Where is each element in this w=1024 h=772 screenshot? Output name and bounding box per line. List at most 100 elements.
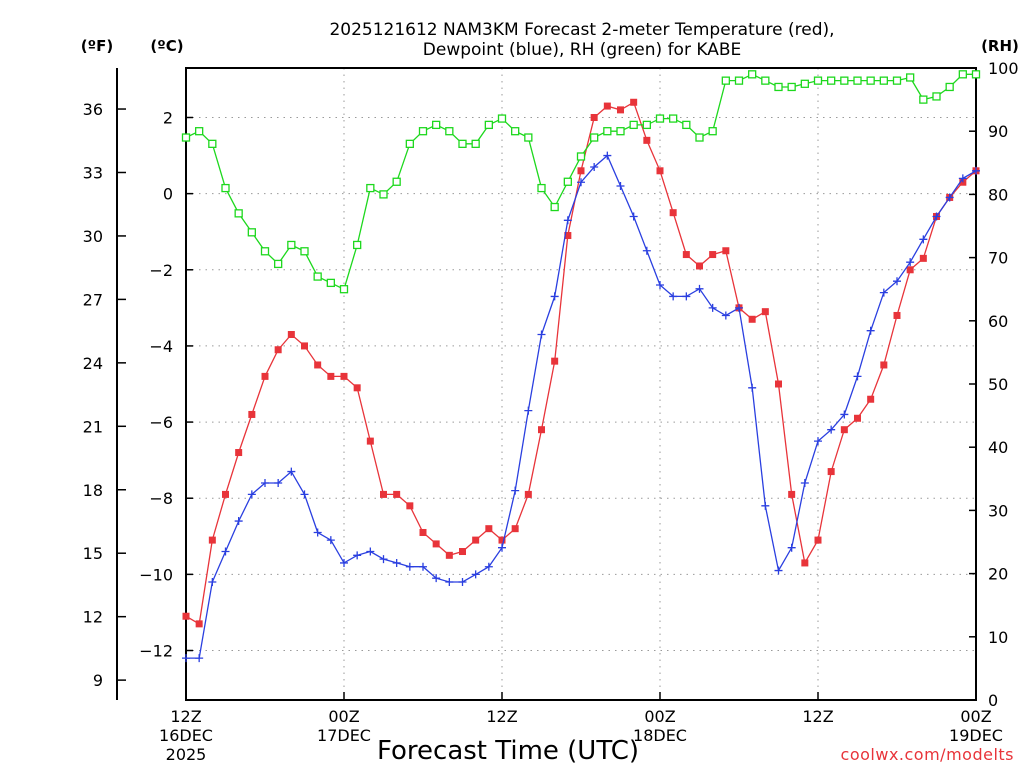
rh-tick-label: 70	[988, 249, 1008, 268]
chart-title-line-2: Dewpoint (blue), RH (green) for KABE	[423, 40, 741, 60]
rh-point	[392, 177, 401, 186]
fahrenheit-tick-label: 36	[83, 100, 103, 119]
rh-tick-label: 20	[988, 565, 1008, 584]
rh-point	[208, 139, 217, 148]
time-tick-label: 00Z	[328, 707, 359, 726]
rh-point	[181, 133, 191, 142]
rh-series	[181, 70, 981, 294]
rh-point	[445, 127, 454, 136]
rh-tick-label: 100	[988, 59, 1019, 78]
temperature-point	[472, 536, 480, 544]
rh-point	[958, 70, 967, 79]
celsius-tick-label: −6	[149, 413, 173, 432]
temperature-point	[893, 311, 901, 319]
fahrenheit-tick-label: 33	[83, 163, 103, 182]
temperature-point	[248, 410, 256, 418]
temperature-point	[301, 342, 308, 350]
rh-point	[221, 183, 230, 193]
temperature-point	[722, 247, 730, 255]
rh-point	[195, 127, 204, 136]
dewpoint-point	[340, 558, 348, 567]
fahrenheit-tick-label: 27	[83, 290, 103, 309]
temperature-point	[669, 209, 677, 217]
temperature-point	[287, 331, 295, 339]
tick-labels: −12 −10 −8 −6 −4 −2 0 2 9 12 15 18 21 24 27 30 33 36 0 10 20…	[83, 59, 1019, 764]
temperature-point	[195, 620, 203, 628]
temperature-point	[564, 232, 572, 240]
temperature-point	[801, 559, 809, 567]
temperature-point	[432, 540, 440, 548]
dewpoint-point	[392, 558, 401, 567]
plot-frame	[185, 67, 977, 701]
temperature-point	[182, 612, 190, 620]
temperature-point	[366, 437, 374, 445]
rh-point	[761, 76, 770, 85]
rh-tick-label: 50	[988, 375, 1008, 394]
celsius-tick-label: −4	[149, 337, 173, 356]
rh-point	[695, 133, 704, 142]
dewpoint-point	[945, 193, 954, 202]
temperature-point	[840, 426, 848, 434]
rh-tick-label: 60	[988, 312, 1008, 331]
dewpoint-point	[787, 543, 796, 552]
dewpoint-point	[261, 478, 269, 487]
rh-point	[866, 76, 875, 85]
rh-point	[405, 139, 414, 148]
rh-point	[524, 133, 533, 142]
axes	[116, 67, 977, 701]
dewpoint-point	[208, 577, 217, 586]
dewpoint-point	[735, 303, 743, 312]
dewpoint-point	[405, 562, 414, 571]
rh-point	[458, 139, 467, 148]
rh-unit-label: (RH)	[981, 37, 1019, 55]
rh-point	[642, 120, 651, 130]
temperature-point	[709, 251, 717, 259]
temperature-point	[551, 357, 559, 365]
dewpoint-point	[958, 174, 967, 183]
rh-point	[590, 133, 599, 142]
dewpoint-point	[748, 383, 757, 392]
rh-point	[800, 79, 809, 88]
date-tick-label: 16DEC	[159, 726, 213, 745]
temperature-point	[788, 490, 796, 498]
rh-point	[853, 76, 862, 85]
temperature-point	[814, 536, 822, 544]
dewpoint-point	[195, 654, 204, 663]
dewpoint-point	[642, 246, 651, 255]
dewpoint-point	[853, 372, 862, 381]
rh-point	[339, 285, 349, 294]
rh-point	[471, 139, 480, 148]
celsius-tick-label: −8	[149, 489, 173, 508]
credit-watermark: coolwx.com/modelts	[841, 745, 1014, 764]
temperature-point	[314, 361, 322, 369]
time-tick-label: 00Z	[644, 707, 675, 726]
dewpoint-point	[366, 547, 375, 556]
rh-tick-label: 40	[988, 438, 1008, 457]
rh-point	[787, 82, 796, 92]
dewpoint-point	[445, 577, 454, 586]
dewpoint-point	[234, 517, 243, 526]
fahrenheit-tick-label: 30	[83, 227, 103, 246]
dewpoint-point	[511, 486, 520, 495]
rh-point	[906, 73, 915, 82]
temperature-point	[235, 449, 243, 457]
rh-point	[748, 70, 757, 79]
dewpoint-point	[379, 555, 388, 564]
rh-point	[260, 247, 270, 256]
chart-title-line-1: 2025121612 NAM3KM Forecast 2-meter Tempe…	[329, 20, 834, 40]
date-tick-label: 17DEC	[317, 726, 371, 745]
dewpoint-point	[682, 292, 691, 301]
rh-point	[945, 82, 954, 92]
dewpoint-point	[919, 235, 928, 244]
rh-point	[484, 120, 493, 130]
rh-tick-label: 10	[988, 628, 1008, 647]
dewpoint-point	[774, 566, 783, 575]
fahrenheit-tick-label: 12	[83, 608, 103, 627]
time-tick-label: 12Z	[802, 707, 833, 726]
temperature-point	[393, 490, 401, 498]
time-tick-label: 00Z	[960, 707, 991, 726]
dewpoint-point	[932, 212, 941, 221]
dewpoint-point	[669, 292, 678, 301]
